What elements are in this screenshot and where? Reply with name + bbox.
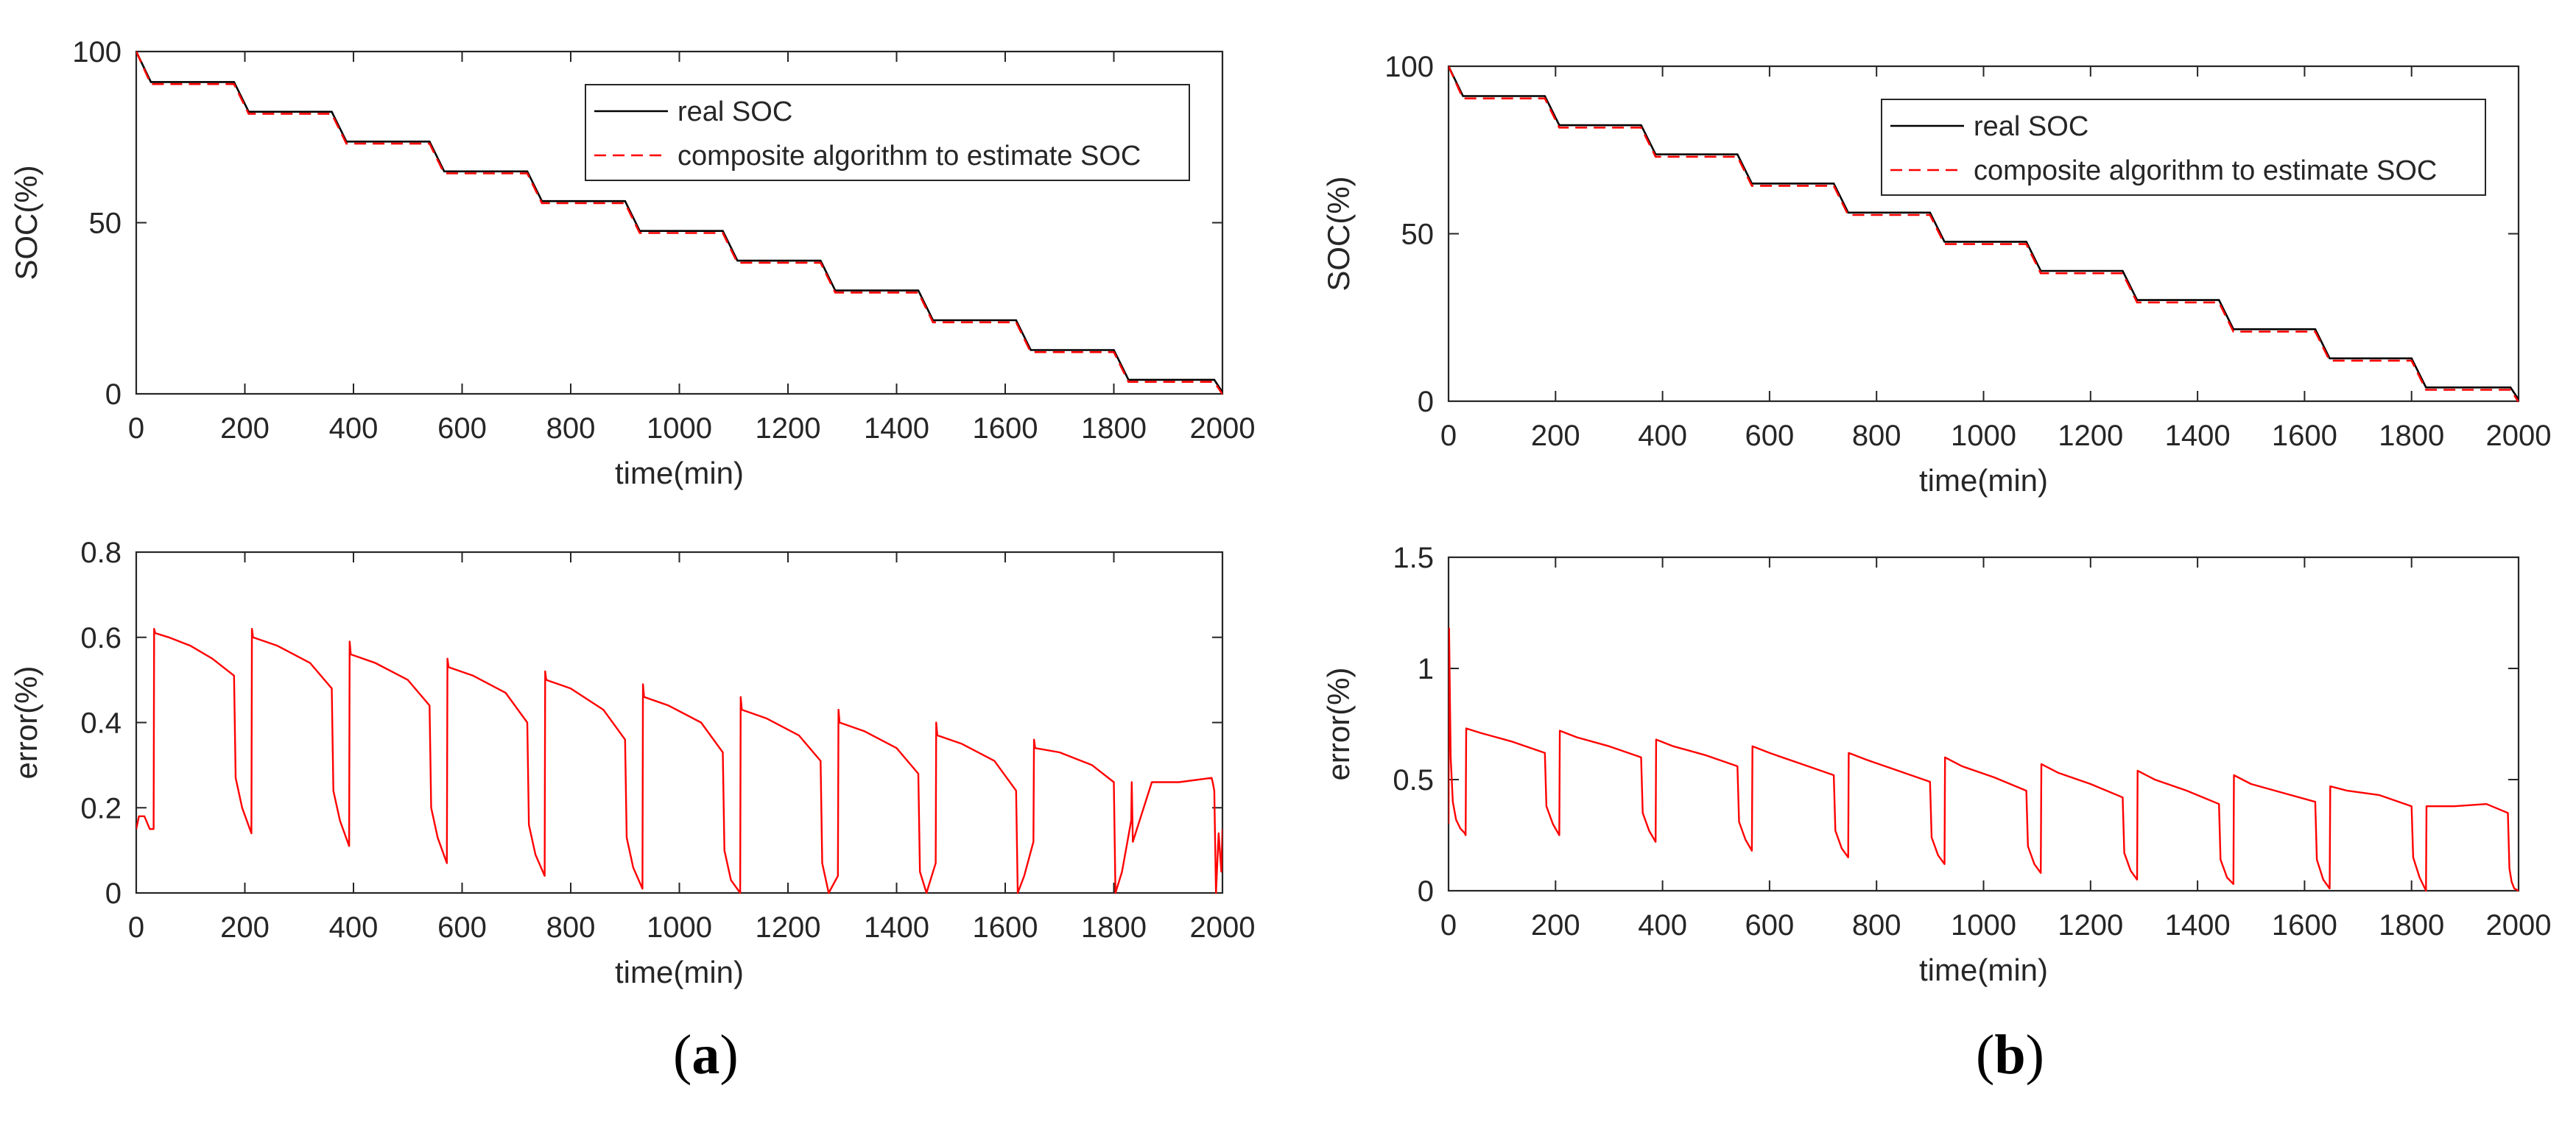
b-soc-xtick-label: 2000 bbox=[2486, 420, 2552, 452]
a-soc-xtick-label: 2000 bbox=[1190, 412, 1256, 445]
b-soc-ytick-label: 50 bbox=[1401, 219, 1435, 251]
b-soc-xtick-label: 600 bbox=[1745, 420, 1795, 452]
b-soc-series-real-soc bbox=[1449, 66, 2519, 400]
b-soc-xtick-label: 400 bbox=[1638, 420, 1687, 452]
a-error-series-error bbox=[136, 628, 1222, 894]
b-error-xlabel: time(min) bbox=[1919, 953, 2048, 987]
b-error-ytick-label: 1 bbox=[1418, 653, 1434, 685]
b-error-xtick-label: 1000 bbox=[1951, 909, 2016, 942]
b-error-xtick-label: 1400 bbox=[2165, 909, 2231, 942]
a-error-xtick-label: 1200 bbox=[756, 911, 821, 944]
a-soc-xtick-label: 1600 bbox=[973, 412, 1038, 445]
a-error-xtick-label: 2000 bbox=[1190, 911, 1256, 944]
b-soc-xtick-label: 200 bbox=[1531, 420, 1580, 452]
panel-label-b-letter: b bbox=[1994, 1024, 2026, 1086]
a-soc-xtick-label: 400 bbox=[329, 412, 379, 445]
panel-label-a-letter: a bbox=[691, 1024, 720, 1086]
a-soc-xtick-label: 600 bbox=[437, 412, 487, 445]
b-error-ytick-label: 0 bbox=[1418, 875, 1434, 908]
b-soc-legend-label: composite algorithm to estimate SOC bbox=[1974, 155, 2437, 186]
b-soc-xtick-label: 1800 bbox=[2379, 420, 2444, 452]
chart-a-error: 0 200 400 600 800 1000 1200 1400 1600 1800 2000 0 0.… bbox=[9, 537, 1255, 989]
b-soc-xtick-label: 1200 bbox=[2058, 420, 2123, 452]
b-error-xtick-label: 2000 bbox=[2486, 909, 2552, 942]
panel-label-a-open: ( bbox=[673, 1024, 692, 1086]
a-error-ytick-label: 0.6 bbox=[80, 622, 122, 654]
a-error-ytick-label: 0.8 bbox=[80, 537, 122, 569]
a-soc-series-estimated-soc bbox=[136, 51, 1222, 395]
b-error-xtick-label: 600 bbox=[1745, 909, 1795, 942]
b-error-ytick-label: 0.5 bbox=[1393, 764, 1434, 797]
a-soc-xtick-label: 1200 bbox=[756, 412, 821, 445]
b-error-xtick-label: 0 bbox=[1440, 909, 1457, 942]
a-error-xtick-label: 200 bbox=[220, 911, 270, 944]
a-error-xtick-label: 0 bbox=[128, 911, 144, 944]
a-error-xtick-label: 800 bbox=[546, 911, 596, 944]
a-soc-legend-label: real SOC bbox=[678, 96, 792, 127]
b-error-series-error bbox=[1449, 627, 2519, 892]
chart-b-error: 0 200 400 600 800 1000 1200 1400 1600 1800 2000 0 0.… bbox=[1321, 542, 2551, 987]
a-soc-xtick-label: 1800 bbox=[1081, 412, 1147, 445]
b-error-xtick-label: 1200 bbox=[2058, 909, 2123, 942]
a-error-xlabel: time(min) bbox=[615, 955, 744, 989]
a-error-ytick-label: 0.4 bbox=[80, 707, 122, 740]
a-soc-series-real-soc bbox=[136, 51, 1222, 393]
a-soc-ytick-label: 50 bbox=[89, 208, 122, 240]
panel-label-b-close: ) bbox=[2025, 1024, 2044, 1086]
a-error-xtick-label: 1800 bbox=[1081, 911, 1147, 944]
a-soc-xtick-label: 1000 bbox=[647, 412, 712, 445]
b-soc-legend: real SOC composite algorithm to estimate … bbox=[1881, 99, 2486, 196]
a-error-xtick-label: 1400 bbox=[864, 911, 929, 944]
a-error-ylabel: error(%) bbox=[9, 666, 43, 780]
a-soc-legend: real SOC composite algorithm to estimate … bbox=[585, 84, 1190, 181]
b-soc-xtick-label: 1000 bbox=[1951, 420, 2016, 452]
a-error-xtick-label: 1000 bbox=[647, 911, 712, 944]
b-soc-series-estimated-soc bbox=[1449, 66, 2519, 403]
a-soc-ytick-label: 100 bbox=[72, 36, 122, 68]
b-soc-xtick-label: 0 bbox=[1440, 420, 1457, 452]
a-error-axes-box bbox=[135, 551, 1224, 894]
panel-label-b: (b) bbox=[1976, 1027, 2044, 1083]
a-error-ytick-label: 0.2 bbox=[80, 792, 122, 824]
b-error-xtick-label: 1600 bbox=[2272, 909, 2337, 942]
chart-a-soc: 0 200 400 600 800 1000 1200 1400 1600 1800 2000 0 50… bbox=[9, 36, 1255, 490]
b-soc-xlabel: time(min) bbox=[1919, 463, 2048, 498]
b-soc-xtick-label: 1600 bbox=[2272, 420, 2337, 452]
b-soc-xtick-label: 800 bbox=[1852, 420, 1901, 452]
a-soc-xtick-label: 0 bbox=[128, 412, 144, 445]
a-soc-ytick-label: 0 bbox=[105, 378, 122, 411]
b-soc-ylabel: SOC(%) bbox=[1321, 176, 1356, 291]
b-error-xtick-label: 400 bbox=[1638, 909, 1687, 942]
a-soc-legend-box bbox=[585, 84, 1190, 181]
a-error-xtick-label: 400 bbox=[329, 911, 379, 944]
a-soc-legend-label: composite algorithm to estimate SOC bbox=[678, 141, 1141, 172]
b-soc-legend-label: real SOC bbox=[1974, 111, 2088, 142]
b-soc-ytick-label: 0 bbox=[1418, 386, 1434, 418]
b-error-xtick-label: 200 bbox=[1531, 909, 1580, 942]
chart-b-soc: 0 200 400 600 800 1000 1200 1400 1600 1800 2000 0 50… bbox=[1321, 51, 2551, 498]
b-error-ylabel: error(%) bbox=[1321, 668, 1356, 781]
a-soc-xtick-label: 1400 bbox=[864, 412, 929, 445]
b-error-xtick-label: 800 bbox=[1852, 909, 1901, 942]
a-error-xtick-label: 1600 bbox=[973, 911, 1038, 944]
a-soc-ylabel: SOC(%) bbox=[9, 165, 43, 280]
b-error-axes-box bbox=[1447, 556, 2520, 892]
panel-label-a-close: ) bbox=[719, 1024, 739, 1086]
a-soc-xtick-label: 200 bbox=[220, 412, 270, 445]
a-error-xtick-label: 600 bbox=[437, 911, 487, 944]
b-error-xtick-label: 1800 bbox=[2379, 909, 2444, 942]
b-soc-legend-box bbox=[1881, 99, 2486, 196]
panel-label-b-open: ( bbox=[1976, 1024, 1995, 1086]
b-soc-ytick-label: 100 bbox=[1384, 51, 1434, 83]
a-soc-xlabel: time(min) bbox=[615, 456, 744, 490]
a-error-ytick-label: 0 bbox=[105, 877, 122, 910]
panel-label-a: (a) bbox=[673, 1027, 739, 1083]
b-error-ytick-label: 1.5 bbox=[1393, 542, 1434, 574]
a-soc-xtick-label: 800 bbox=[546, 412, 596, 445]
b-soc-xtick-label: 1400 bbox=[2165, 420, 2231, 452]
